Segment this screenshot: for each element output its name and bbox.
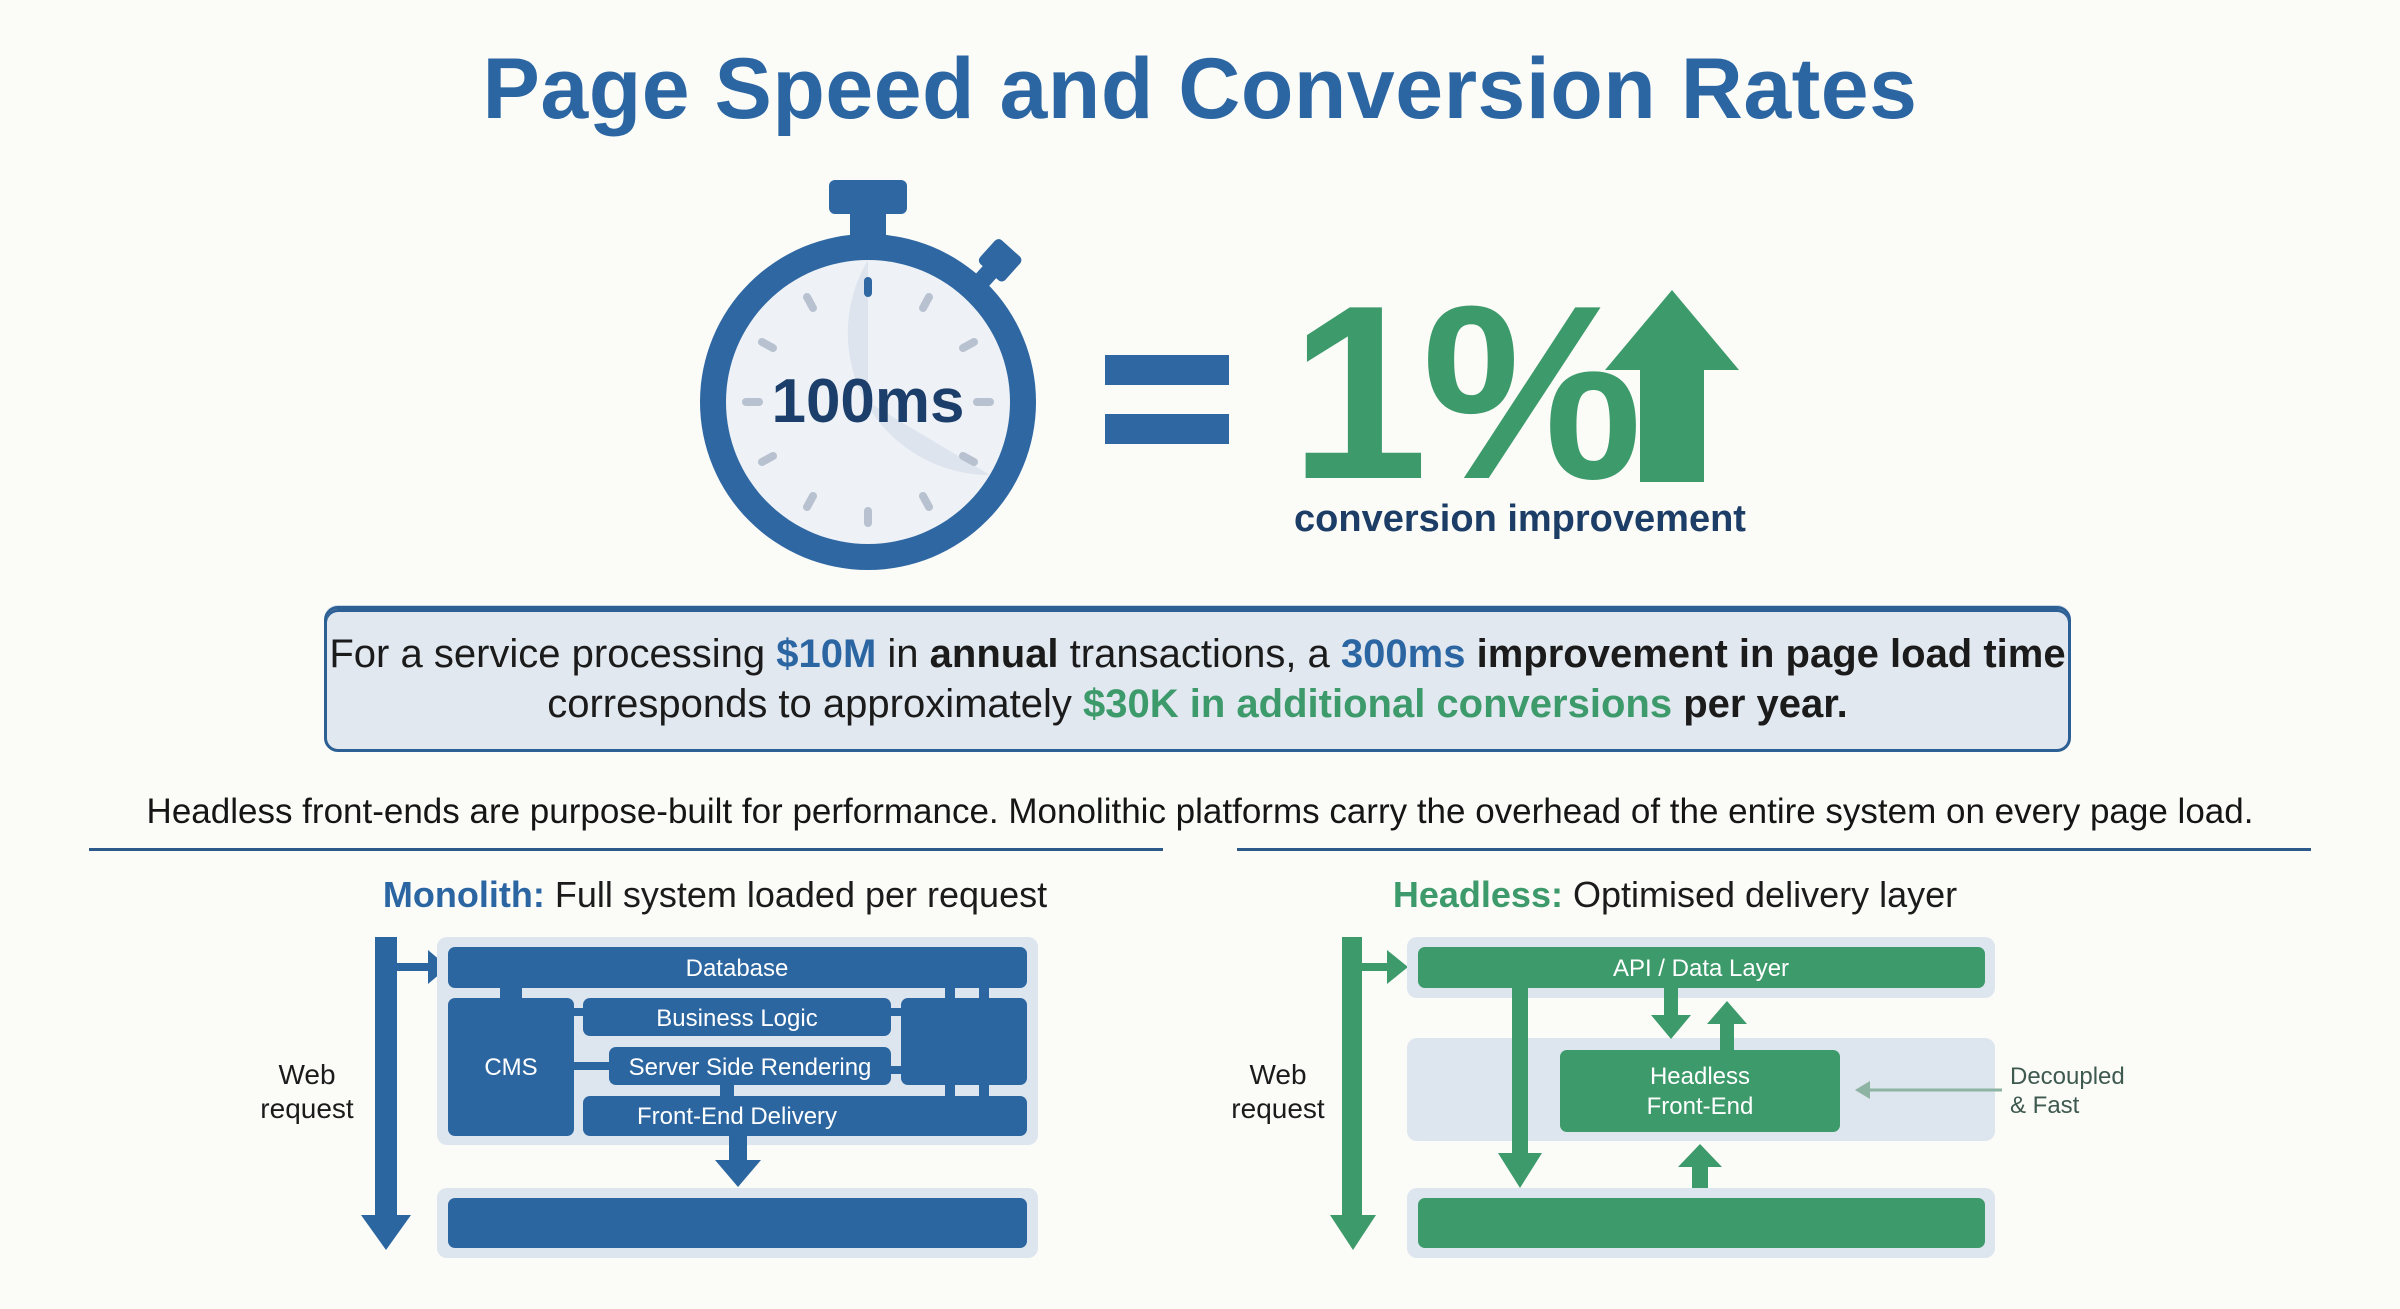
client-output-bar — [1418, 1198, 1985, 1248]
equals-icon — [1105, 355, 1229, 444]
revenue-callout: For a service processing $10M in annual … — [324, 606, 2071, 752]
web-request-label: request — [260, 1093, 354, 1124]
divider-left — [89, 848, 1163, 851]
headless-heading-text: Optimised delivery layer — [1562, 874, 1958, 915]
monolith-heading-text: Full system loaded per request — [544, 874, 1048, 915]
callout-text: For a service processing $10M in annual … — [327, 629, 2068, 729]
callout-segment: . — [1836, 682, 1848, 726]
arrow-down-icon — [1330, 1215, 1376, 1250]
client-output-bar — [448, 1198, 1027, 1248]
layer-frontend-delivery: Front-End Delivery — [637, 1103, 837, 1130]
callout-segment: For a service processing — [329, 632, 777, 676]
arrow-up-icon — [1678, 1144, 1722, 1167]
decoupled-annotation: Decoupled — [2010, 1063, 2125, 1090]
arrow-down-icon — [1651, 1015, 1691, 1039]
page-title: Page Speed and Conversion Rates — [482, 41, 1918, 137]
monolith-diagram: Database CMS Business Logic Server Side … — [260, 937, 1038, 1258]
callout-segment: in — [876, 632, 930, 676]
callout-gain: $30K in additional conversions — [1083, 682, 1673, 726]
arrow-up-icon — [1707, 1001, 1747, 1024]
decoupled-annotation: & Fast — [2010, 1092, 2080, 1119]
web-request-label: Web — [1249, 1059, 1306, 1090]
layer-database: Database — [686, 955, 789, 982]
callout-latency: 300ms — [1340, 632, 1466, 676]
monolith-keyword: Monolith: — [382, 874, 545, 915]
layer-headless-frontend: Headless — [1650, 1063, 1750, 1090]
layer-business-logic: Business Logic — [656, 1005, 817, 1032]
arrow-up-icon — [1605, 290, 1739, 482]
headless-diagram: API / Data Layer Headless Front-End Web … — [1231, 937, 2125, 1258]
arrow-down-icon — [361, 1215, 411, 1250]
callout-segment: corresponds to approximately — [547, 682, 1084, 726]
arrow-down-icon — [1498, 1153, 1542, 1188]
callout-amount: $10M — [776, 632, 877, 676]
web-request-label: Web — [278, 1059, 335, 1090]
layer-api: API / Data Layer — [1613, 955, 1789, 982]
headless-heading: Headless: Optimised delivery layer — [1260, 874, 2090, 916]
headless-keyword: Headless: — [1392, 874, 1563, 915]
web-request-label: request — [1231, 1093, 1325, 1124]
layer-ssr: Server Side Rendering — [629, 1054, 872, 1081]
callout-segment: per year — [1672, 682, 1837, 726]
conversion-percent: 1% — [1290, 253, 1642, 531]
conversion-caption: conversion improvement — [1294, 498, 1746, 540]
stopwatch-icon: 100ms — [700, 180, 1036, 570]
layer-headless-frontend: Front-End — [1647, 1093, 1754, 1120]
stopwatch-label: 100ms — [771, 367, 964, 436]
arrow-right-icon — [1387, 950, 1408, 984]
request-arrow-shaft — [375, 937, 397, 1217]
divider-right — [1237, 848, 2311, 851]
comparison-subtitle: Headless front-ends are purpose-built fo… — [146, 792, 2254, 831]
callout-segment: transactions, a — [1058, 632, 1341, 676]
headless-frontend-box — [1560, 1050, 1840, 1132]
arrow-down-icon — [715, 1160, 761, 1187]
callout-segment: improvement in page load time — [1465, 632, 2066, 676]
layer-cms: CMS — [484, 1054, 537, 1081]
arrow-left-icon — [1855, 1081, 1870, 1099]
monolith-heading: Monolith: Full system loaded per request — [300, 874, 1130, 916]
callout-segment: annual — [929, 632, 1059, 676]
